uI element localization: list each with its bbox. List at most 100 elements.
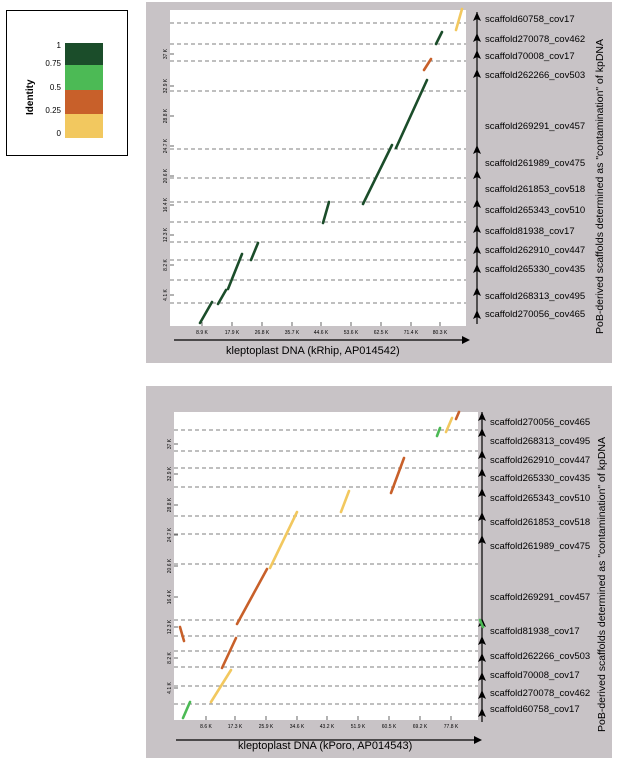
x-tick-label: 77.8 K xyxy=(444,724,459,730)
scaffold-arrow-head xyxy=(473,145,481,154)
plot-area xyxy=(170,10,466,326)
y-tick-label: 24.7 K xyxy=(167,527,173,542)
legend-tick: 1 xyxy=(56,41,61,50)
scaffold-label: scaffold269291_cov457 xyxy=(485,121,586,132)
top-x-axis-title: kleptoplast DNA (kRhip, AP014542) xyxy=(226,345,400,357)
x-tick-label: 71.4 K xyxy=(404,330,419,336)
x-tick-label: 44.6 K xyxy=(314,330,329,336)
scaffold-arrow-head xyxy=(478,412,486,421)
scaffold-label: scaffold70008_cov17 xyxy=(490,670,580,681)
scaffold-label: scaffold270056_cov465 xyxy=(485,309,586,320)
scaffold-label: scaffold261989_cov475 xyxy=(485,158,586,169)
y-tick-label: 16.4 K xyxy=(163,197,169,212)
alignment-segment xyxy=(339,489,351,514)
bottom-dotplot: 4.1 K 8.2 K 12.3 K 16.4 K 20.6 K 24.7 K 28.8 K… xyxy=(167,410,486,744)
y-tick-label: 8.2 K xyxy=(167,652,173,664)
x-axis-arrow-head xyxy=(462,336,470,344)
legend-tick: 0.25 xyxy=(45,106,61,115)
x-tick-label: 8.9 K xyxy=(196,330,208,336)
scaffold-label: scaffold261989_cov475 xyxy=(490,541,591,552)
y-tick-label: 4.1 K xyxy=(167,682,173,694)
x-tick-label: 34.6 K xyxy=(290,724,305,730)
scaffold-arrow-head xyxy=(473,69,481,78)
scaffold-arrow-head xyxy=(478,450,486,459)
y-tick-label: 32.9 K xyxy=(163,78,169,93)
alignment-segment xyxy=(435,426,442,438)
scaffold-arrow-head xyxy=(478,488,486,497)
x-tick-label: 17.9 K xyxy=(225,330,240,336)
scaffold-arrow-head xyxy=(473,287,481,296)
y-tick-label: 32.9 K xyxy=(167,466,173,481)
scaffold-label: scaffold270078_cov462 xyxy=(490,688,591,699)
scaffold-arrow-head xyxy=(473,245,481,254)
plot-area xyxy=(174,412,478,720)
alignment-segment xyxy=(226,252,244,291)
x-tick-label: 69.2 K xyxy=(413,724,428,730)
alignment-segment xyxy=(235,567,269,626)
x-tick-label: 53.6 K xyxy=(344,330,359,336)
alignment-segment xyxy=(268,510,299,570)
alignment-segment xyxy=(361,143,394,206)
y-tick-label: 12.3 K xyxy=(163,227,169,242)
scaffold-label: scaffold268313_cov495 xyxy=(490,436,591,447)
scaffold-label: scaffold262910_cov447 xyxy=(490,455,591,466)
scaffold-arrow-head xyxy=(473,170,481,179)
legend-swatch-high xyxy=(65,43,103,65)
scaffold-label: scaffold81938_cov17 xyxy=(490,626,580,637)
scaffold-label: scaffold70008_cov17 xyxy=(485,51,575,62)
y-tick-label: 28.8 K xyxy=(167,497,173,512)
scaffold-arrow-head xyxy=(473,264,481,273)
x-tick-label: 51.9 K xyxy=(351,724,366,730)
scaffold-arrow-head xyxy=(478,512,486,521)
legend-tick: 0.75 xyxy=(45,59,61,68)
alignment-segment xyxy=(444,416,454,434)
scaffold-arrow-head xyxy=(473,224,481,233)
scaffold-label: scaffold265330_cov435 xyxy=(485,264,586,275)
y-tick-label: 20.6 K xyxy=(163,168,169,183)
x-tick-label: 62.5 K xyxy=(374,330,389,336)
scaffold-label: scaffold265343_cov510 xyxy=(485,205,586,216)
x-tick-label: 35.7 K xyxy=(285,330,300,336)
scaffold-label: scaffold269291_cov457 xyxy=(490,592,591,603)
legend-swatch-mid-low xyxy=(65,90,103,114)
top-dotplot-panel: 4.1 K 8.2 K 12.3 K 16.4 K 20.6 K 24.7 K 28.8 K… xyxy=(146,2,612,363)
alignment-segment xyxy=(198,300,214,325)
alignment-segment xyxy=(422,57,433,72)
x-tick-label: 8.6 K xyxy=(200,724,212,730)
scaffold-label: scaffold265330_cov435 xyxy=(490,473,591,484)
bottom-y-axis-title: PoB-derived scaffolds determined as "con… xyxy=(596,437,608,732)
legend-tick: 0.5 xyxy=(49,83,61,92)
legend-swatch-mid-high xyxy=(65,65,103,90)
alignment-segment xyxy=(216,288,228,306)
alignment-segment xyxy=(389,456,406,495)
scaffold-label: scaffold261853_cov518 xyxy=(490,517,591,528)
alignment-segment xyxy=(394,78,429,150)
y-tick-label: 28.8 K xyxy=(163,108,169,123)
y-tick-label: 4.1 K xyxy=(163,289,169,301)
x-axis-arrow-head xyxy=(474,736,482,744)
alignment-segment xyxy=(249,241,260,262)
alignment-segment xyxy=(454,410,461,421)
y-tick-label: 37 K xyxy=(163,48,169,59)
x-tick-label: 17.3 K xyxy=(228,724,243,730)
scaffold-arrow-head xyxy=(478,690,486,699)
y-tick-label: 24.7 K xyxy=(163,138,169,153)
y-tick-label: 8.2 K xyxy=(163,259,169,271)
scaffold-label: scaffold268313_cov495 xyxy=(485,291,586,302)
scaffold-arrow-head xyxy=(478,672,486,681)
scaffold-label: scaffold262266_cov503 xyxy=(485,70,586,81)
y-tick-label: 16.4 K xyxy=(167,589,173,604)
scaffold-label: scaffold262910_cov447 xyxy=(485,245,586,256)
scaffold-arrow-head xyxy=(473,12,481,21)
scaffold-arrow-head xyxy=(478,428,486,437)
scaffold-label: scaffold261853_cov518 xyxy=(485,184,586,195)
x-tick-label: 43.2 K xyxy=(320,724,335,730)
y-tick-label: 20.6 K xyxy=(167,558,173,573)
y-tick-label: 37 K xyxy=(167,438,173,449)
scaffold-arrow-head xyxy=(478,708,486,717)
scaffold-label: scaffold81938_cov17 xyxy=(485,226,575,237)
top-dotplot: 4.1 K 8.2 K 12.3 K 16.4 K 20.6 K 24.7 K 28.8 K… xyxy=(163,7,481,344)
top-y-axis-title: PoB-derived scaffolds determined as "con… xyxy=(594,39,606,334)
scaffold-label: scaffold265343_cov510 xyxy=(490,493,591,504)
scaffold-label: scaffold60758_cov17 xyxy=(485,14,575,25)
